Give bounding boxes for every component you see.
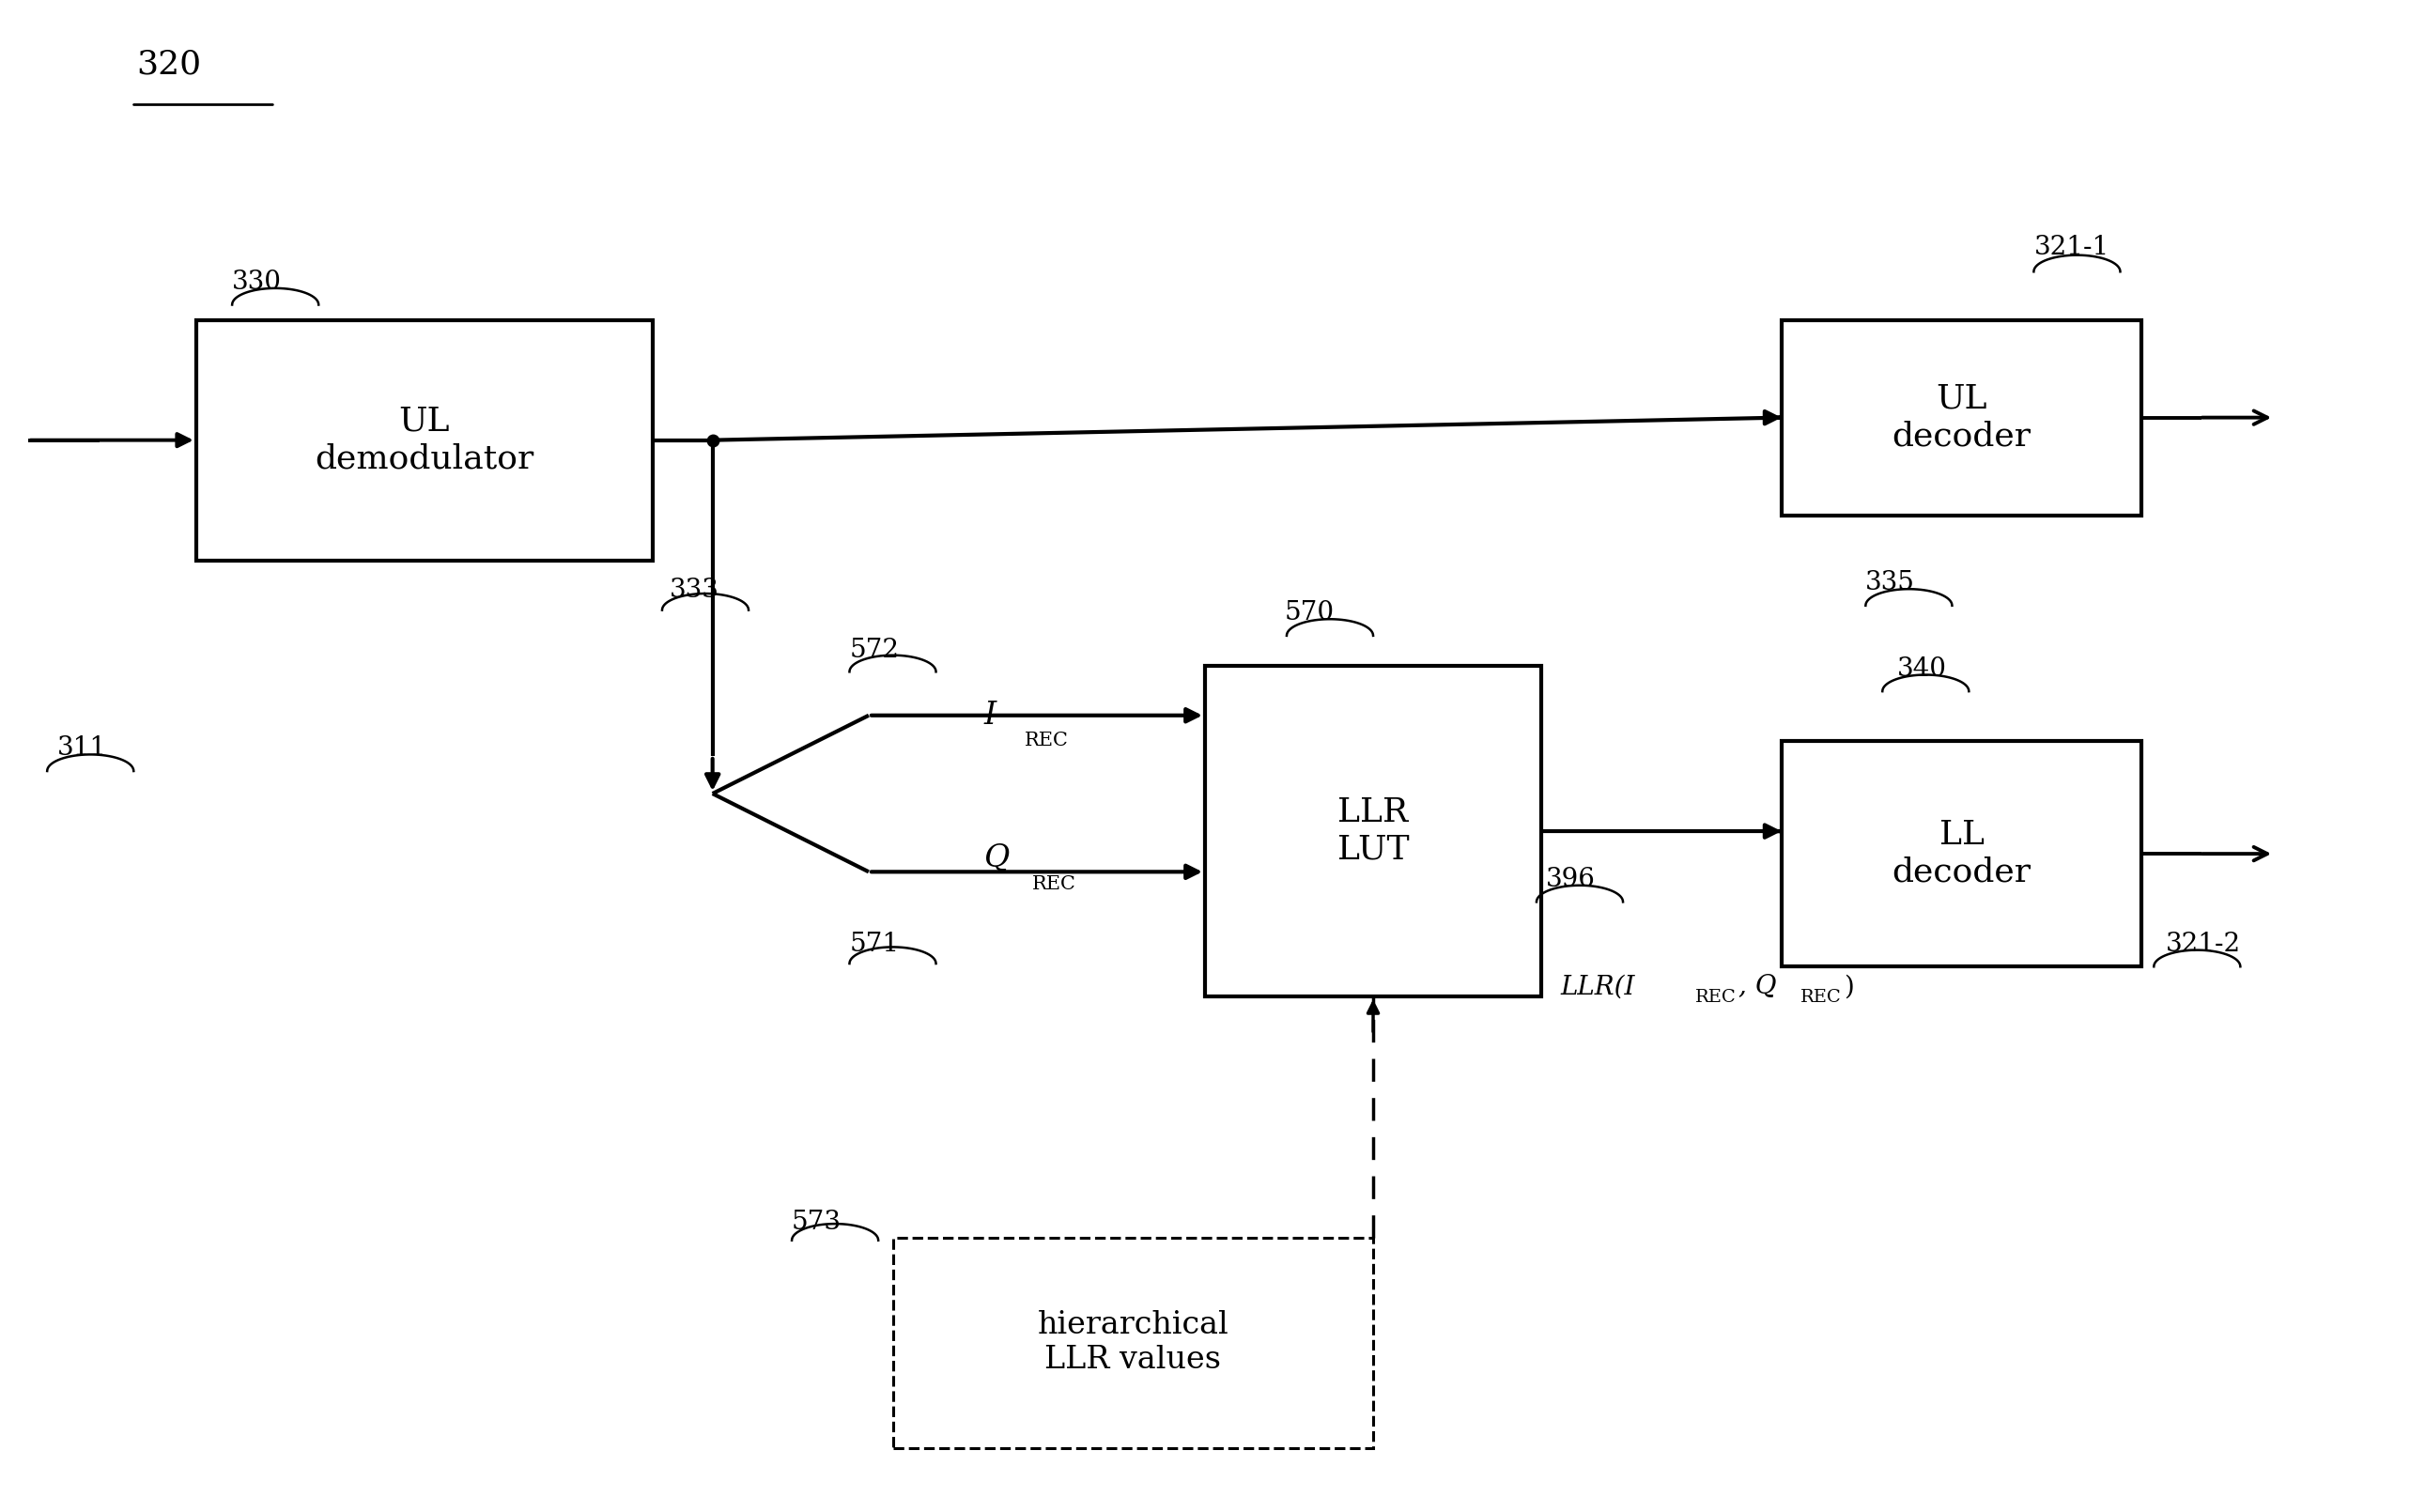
Text: REC: REC [1694,989,1735,1005]
Text: 321-1: 321-1 [2034,234,2109,260]
Text: 321-2: 321-2 [2167,931,2241,957]
Text: 330: 330 [231,269,282,295]
FancyBboxPatch shape [892,1237,1374,1448]
FancyBboxPatch shape [195,321,653,561]
Text: 571: 571 [848,931,899,957]
FancyBboxPatch shape [1781,741,2142,966]
FancyBboxPatch shape [1781,321,2142,516]
Text: 311: 311 [58,736,106,761]
Text: 396: 396 [1547,866,1595,892]
Text: LL
decoder: LL decoder [1892,820,2032,888]
Text: 573: 573 [793,1210,841,1235]
Text: UL
demodulator: UL demodulator [316,405,535,475]
Text: 335: 335 [1865,570,1916,596]
Text: REC: REC [1800,989,1841,1005]
Text: 570: 570 [1285,600,1335,626]
Text: LLR
LUT: LLR LUT [1338,797,1410,866]
Text: ): ) [1844,974,1853,999]
FancyBboxPatch shape [1205,665,1542,996]
Text: 333: 333 [670,578,718,603]
Text: 320: 320 [135,48,200,80]
Text: REC: REC [1031,875,1077,892]
Text: Q: Q [983,844,1010,874]
Text: UL
decoder: UL decoder [1892,383,2032,452]
Text: I: I [983,700,995,730]
Text: 340: 340 [1897,656,1947,682]
Text: REC: REC [1024,732,1070,750]
Text: , Q: , Q [1738,974,1776,999]
Text: 572: 572 [848,638,899,664]
Text: LLR(I: LLR(I [1562,974,1636,999]
Text: hierarchical
LLR values: hierarchical LLR values [1036,1311,1229,1374]
